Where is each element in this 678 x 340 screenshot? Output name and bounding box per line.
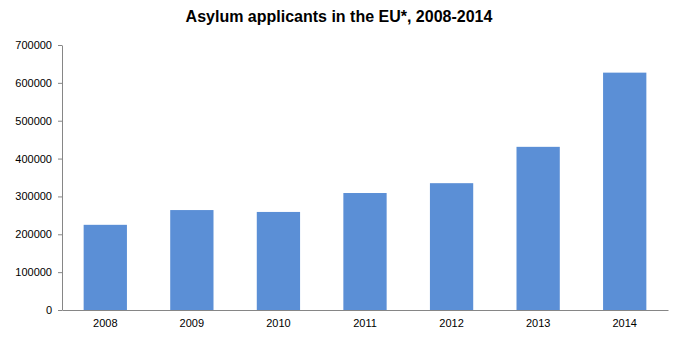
x-tick: 2009 (180, 310, 204, 329)
y-tick: 100000 (15, 266, 62, 278)
chart-svg: Asylum applicants in the EU*, 2008-2014 0… (0, 0, 678, 340)
x-tick-label: 2010 (266, 317, 290, 329)
y-tick-mark (58, 45, 62, 46)
chart-title: Asylum applicants in the EU*, 2008-2014 (186, 8, 493, 25)
bars (84, 73, 647, 310)
y-tick-mark (58, 234, 62, 235)
bar (343, 193, 386, 310)
y-tick: 0 (46, 304, 62, 316)
y-tick-mark (58, 121, 62, 122)
x-axis-line (63, 310, 669, 311)
bar (170, 210, 213, 310)
y-tick: 300000 (15, 190, 62, 202)
y-tick-mark (58, 196, 62, 197)
y-tick-label: 500000 (15, 115, 52, 127)
bar (84, 225, 127, 310)
y-tick-label: 0 (46, 304, 52, 316)
x-tick: 2011 (353, 310, 377, 329)
x-tick-label: 2012 (439, 317, 463, 329)
y-tick-label: 600000 (15, 77, 52, 89)
y-tick: 600000 (15, 77, 62, 89)
bar (603, 73, 646, 310)
y-tick-mark (58, 159, 62, 160)
y-tick: 500000 (15, 115, 62, 127)
bar (517, 147, 560, 310)
y-tick-label: 200000 (15, 228, 52, 240)
bar (257, 212, 300, 310)
x-tick: 2013 (526, 310, 550, 329)
y-tick: 200000 (15, 228, 62, 240)
y-tick: 400000 (15, 153, 62, 165)
y-tick-mark (58, 83, 62, 84)
y-tick-label: 300000 (15, 190, 52, 202)
x-tick: 2010 (266, 310, 290, 329)
x-tick-label: 2013 (526, 317, 550, 329)
x-tick-label: 2011 (353, 317, 377, 329)
y-tick-label: 100000 (15, 266, 52, 278)
y-tick-label: 700000 (15, 39, 52, 51)
x-axis: 2008 2009 2010 2011 2012 2013 2014 (63, 310, 669, 329)
y-axis: 0 100000 200000 300000 400000 500000 600000 700… (15, 39, 62, 316)
chart-container: Asylum applicants in the EU*, 2008-2014 0… (0, 0, 678, 340)
y-tick-label: 400000 (15, 153, 52, 165)
x-tick: 2012 (439, 310, 463, 329)
y-axis-line (62, 46, 63, 311)
y-tick-mark (58, 310, 62, 311)
x-tick: 2008 (93, 310, 117, 329)
x-tick-label: 2009 (180, 317, 204, 329)
x-tick-label: 2014 (612, 317, 636, 329)
x-tick-label: 2008 (93, 317, 117, 329)
bar (430, 183, 473, 310)
y-tick-mark (58, 272, 62, 273)
y-tick: 700000 (15, 39, 62, 51)
x-tick: 2014 (612, 310, 636, 329)
